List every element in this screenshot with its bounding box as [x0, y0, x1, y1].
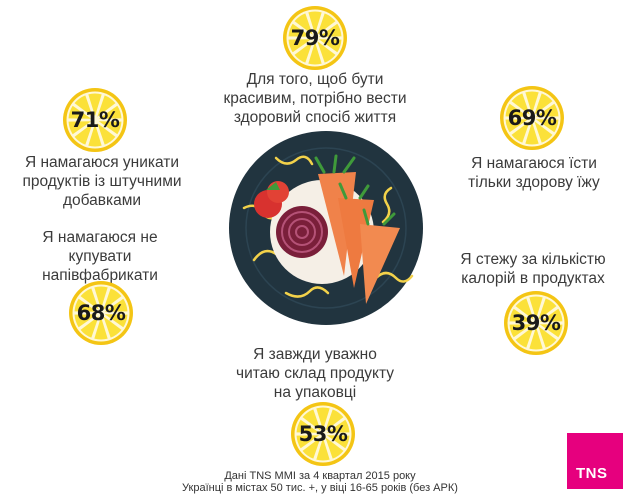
- statement-no-semi-finished: Я намагаюся не купувати напівфабрикати: [42, 229, 158, 284]
- leaf: [266, 182, 280, 190]
- tns-logo: TNS: [567, 433, 623, 489]
- noodle: [374, 271, 414, 283]
- lemon-slice-icon: [63, 88, 127, 152]
- dish-illustration: [229, 131, 423, 325]
- carrot-leaf: [362, 208, 396, 226]
- noodle: [381, 186, 393, 224]
- noodle: [284, 286, 330, 298]
- statement-avoid-additives: Я намагаюся уникати продуктів із штучним…: [22, 154, 182, 209]
- percent-value: 79%: [290, 26, 340, 50]
- percent-badge-calories: 39%: [503, 290, 569, 356]
- carrot: [338, 198, 374, 288]
- lemon-slice-icon: [504, 291, 568, 355]
- statement-read-label: Я завжди уважно читаю склад продукту на …: [236, 346, 394, 401]
- percent-value: 39%: [511, 311, 561, 335]
- statement-calories: Я стежу за кількістю калорій в продуктах: [460, 251, 606, 287]
- percent-badge-avoid-additives: 71%: [62, 87, 128, 153]
- lemon-slice-icon: [500, 86, 564, 150]
- percent-badge-healthy-food: 69%: [499, 85, 565, 151]
- noodle: [274, 155, 314, 166]
- statement-healthy-food: Я намагаюся їсти тільки здорову їжу: [468, 155, 600, 191]
- lemon-slice-icon: [291, 402, 355, 466]
- lemon-slice-icon: [69, 281, 133, 345]
- carrot-leaf: [314, 154, 356, 174]
- source-note: Дані TNS MMI за 4 квартал 2015 року Укра…: [182, 470, 458, 494]
- lemon-slice-icon: [283, 6, 347, 70]
- percent-value: 69%: [507, 106, 557, 130]
- carrot-leaf: [338, 182, 370, 200]
- percent-value: 71%: [70, 108, 120, 132]
- beetroot: [276, 206, 328, 258]
- plate-inner: [245, 147, 407, 309]
- percent-badge-healthy-lifestyle: 79%: [282, 5, 348, 71]
- statement-healthy-lifestyle: Для того, щоб бути красивим, потрібно ве…: [223, 71, 407, 126]
- percent-badge-read-label: 53%: [290, 401, 356, 467]
- percent-badge-no-semi-finished: 68%: [68, 280, 134, 346]
- tomato: [267, 181, 289, 203]
- percent-value: 68%: [76, 301, 126, 325]
- percent-value: 53%: [298, 422, 348, 446]
- carrot: [360, 224, 400, 304]
